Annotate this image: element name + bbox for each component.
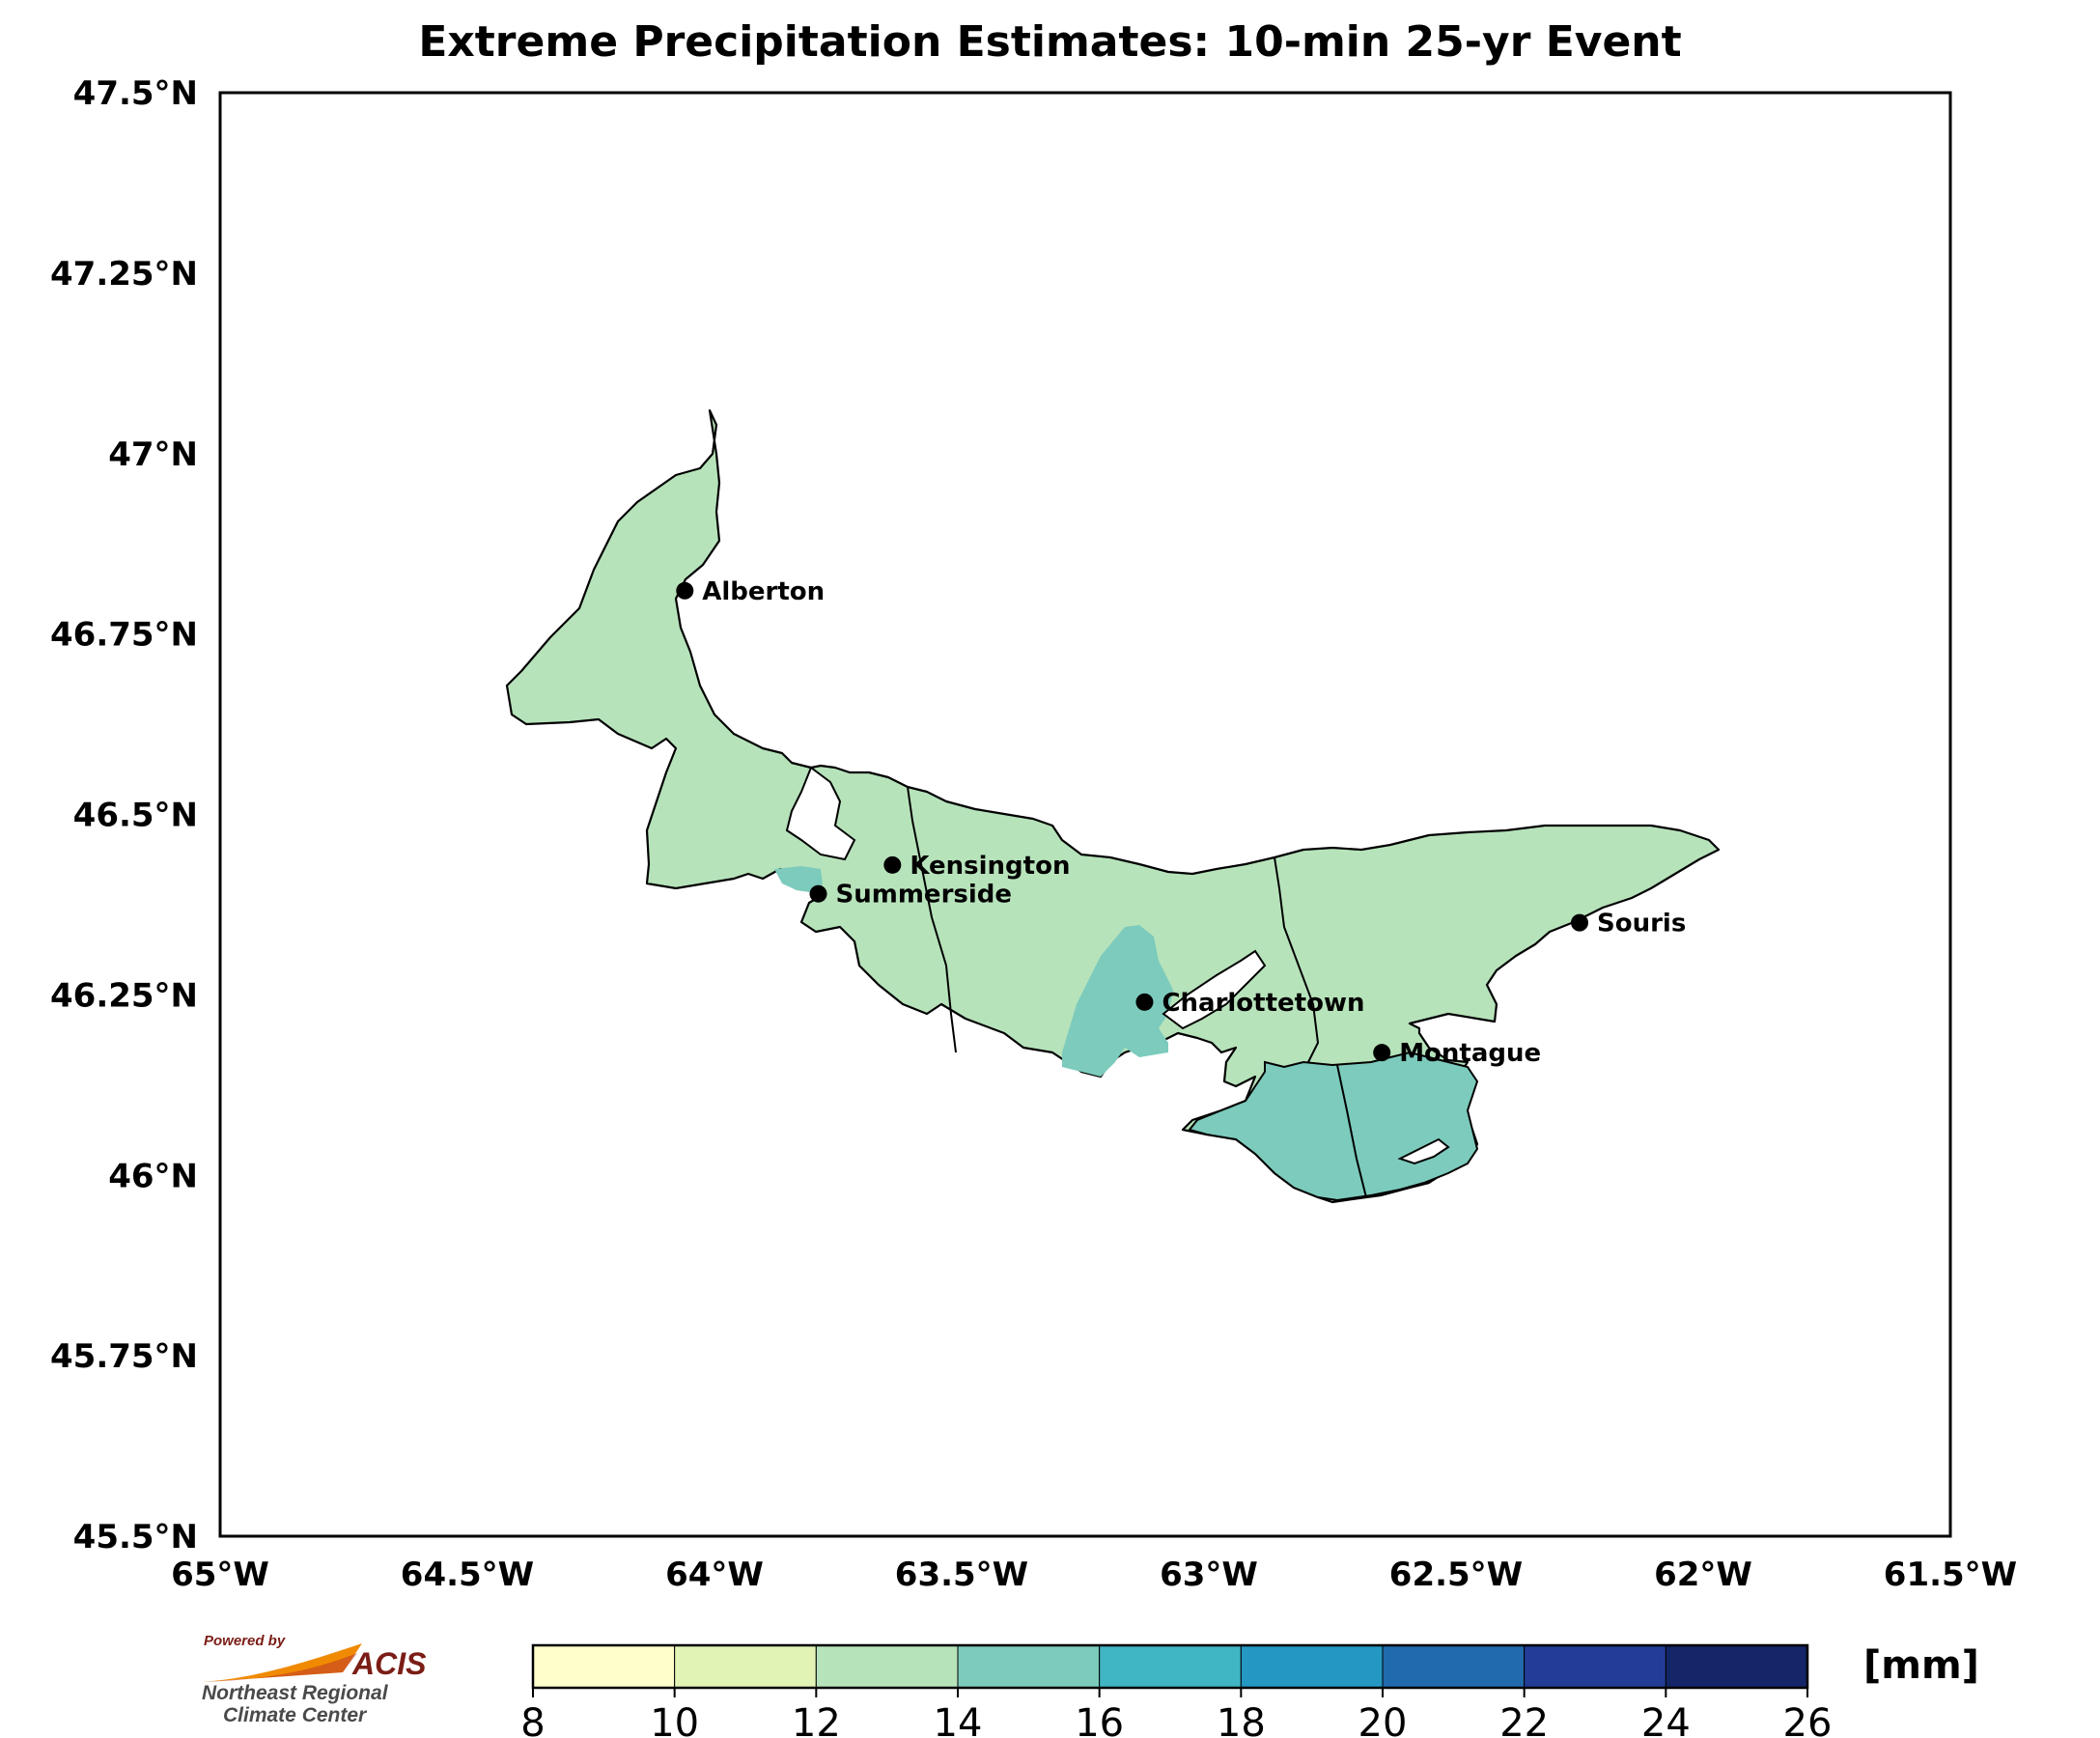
lat-tick-label: 45.5°N xyxy=(73,1518,198,1556)
county-boundary xyxy=(1274,856,1320,1063)
precip-zone-southeast xyxy=(1188,1051,1479,1202)
city-label: Charlottetown xyxy=(1162,989,1364,1018)
lat-tick-label: 47.5°N xyxy=(73,74,198,113)
colorbar-tick-label: 26 xyxy=(1783,1701,1833,1738)
precip-zone-central xyxy=(1062,925,1173,1077)
colorbar-swatch xyxy=(1099,1644,1242,1689)
colorbar-swatch xyxy=(674,1644,817,1689)
lat-tick-label: 46.25°N xyxy=(50,976,198,1015)
colorbar-swatch xyxy=(532,1644,676,1689)
colorbar-tick-label: 22 xyxy=(1499,1701,1549,1738)
lon-tick-label: 62°W xyxy=(1654,1556,1752,1594)
county-boundary xyxy=(907,786,957,1053)
logo-powered-by: Powered by xyxy=(204,1633,286,1649)
pei-landmass xyxy=(505,408,1721,1204)
bay xyxy=(785,766,856,861)
city-label: Alberton xyxy=(702,577,825,606)
city-marker xyxy=(1135,993,1154,1011)
city-marker xyxy=(1571,913,1588,932)
lat-tick-label: 46.75°N xyxy=(50,616,198,655)
colorbar-frame xyxy=(531,1643,1809,1690)
colorbar-swatch xyxy=(1240,1644,1384,1689)
city-marker xyxy=(809,884,827,903)
colorbar: 8 10 12 14 16 18 20 22 24 26 [mm] xyxy=(520,1643,1979,1738)
logo-acis: ACIS xyxy=(351,1646,427,1681)
lat-tick-label: 46.5°N xyxy=(73,797,198,835)
lon-tick-label: 65°W xyxy=(171,1556,269,1594)
city-marker xyxy=(883,855,902,874)
city-label: Kensington xyxy=(910,852,1070,881)
map-title: Extreme Precipitation Estimates: 10-min … xyxy=(418,17,1682,67)
acis-logo: Powered by ACIS Northeast Regional Clima… xyxy=(202,1633,427,1726)
colorbar-tick-label: 14 xyxy=(934,1701,983,1738)
lon-tick-label: 63°W xyxy=(1160,1556,1258,1594)
colorbar-swatch xyxy=(1665,1644,1808,1689)
lon-tick-label: 64°W xyxy=(665,1556,764,1594)
colorbar-tick-label: 20 xyxy=(1358,1701,1408,1738)
latitude-labels: 47.5°N 47.25°N 47°N 46.75°N 46.5°N 46.25°N 46°… xyxy=(50,74,198,1556)
lon-tick-label: 64.5°W xyxy=(401,1556,534,1594)
bay xyxy=(1397,1137,1450,1165)
lon-tick-label: 63.5°W xyxy=(895,1556,1028,1594)
county-boundary xyxy=(1336,1064,1367,1198)
lon-tick-label: 62.5°W xyxy=(1389,1556,1523,1594)
logo-org-line2: Climate Center xyxy=(223,1704,368,1726)
colorbar-swatch xyxy=(1382,1644,1526,1689)
colorbar-tick-label: 8 xyxy=(520,1701,545,1738)
city-marker xyxy=(1373,1044,1391,1062)
lat-tick-label: 46°N xyxy=(108,1157,198,1195)
colorbar-swatch xyxy=(957,1644,1101,1689)
colorbar-swatch xyxy=(1524,1644,1666,1689)
plot-frame xyxy=(218,91,1952,1538)
lat-tick-label: 47.25°N xyxy=(50,255,198,294)
lat-tick-label: 45.75°N xyxy=(50,1337,198,1376)
colorbar-tick-label: 12 xyxy=(792,1701,841,1738)
logo-swoosh-shadow xyxy=(203,1653,357,1682)
city-label: Summerside xyxy=(836,881,1013,910)
colorbar-tick-label: 16 xyxy=(1075,1701,1124,1738)
colorbar-tick-label: 10 xyxy=(650,1701,699,1738)
colorbar-unit: [mm] xyxy=(1863,1643,1979,1688)
longitude-labels: 65°W 64.5°W 64°W 63.5°W 63°W 62.5°W 62°W 61.5°W xyxy=(171,1556,2017,1594)
colorbar-swatch xyxy=(815,1644,959,1689)
colorbar-tick-label: 24 xyxy=(1641,1701,1691,1738)
city-marker xyxy=(676,581,694,600)
colorbar-tick-label: 18 xyxy=(1217,1701,1266,1738)
lon-tick-label: 61.5°W xyxy=(1884,1556,2017,1594)
logo-org-line1: Northeast Regional xyxy=(202,1682,389,1704)
precip-zone-summerside xyxy=(774,866,823,893)
city-label: Souris xyxy=(1597,910,1686,939)
bay xyxy=(1162,949,1267,1030)
city-label: Montague xyxy=(1399,1039,1541,1068)
lat-tick-label: 47°N xyxy=(108,435,198,474)
